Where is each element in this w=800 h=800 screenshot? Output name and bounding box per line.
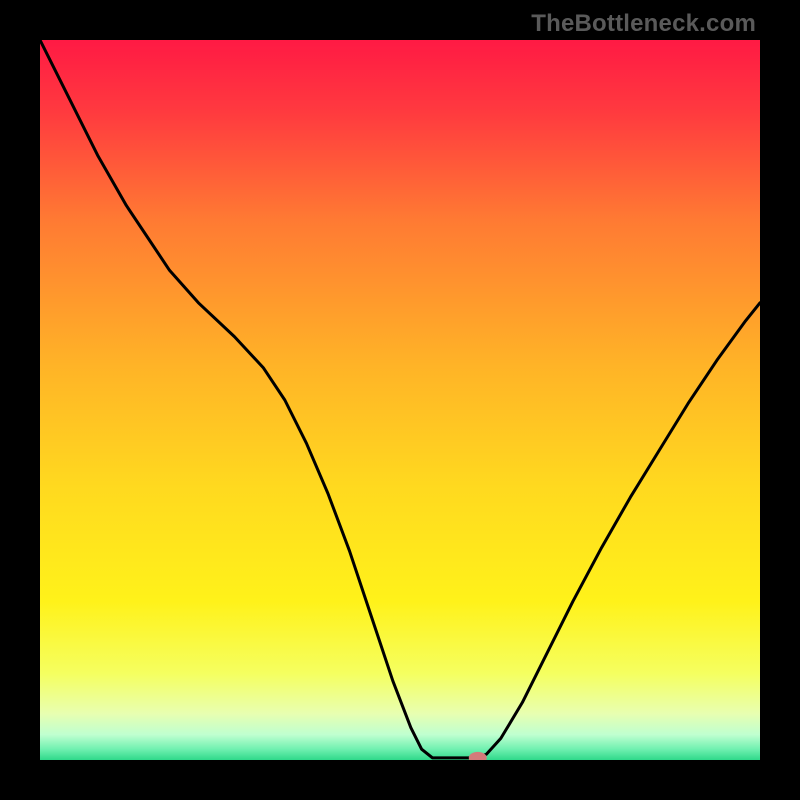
bottleneck-curve (40, 40, 760, 758)
optimal-marker (469, 752, 487, 760)
plot-area (40, 40, 760, 760)
watermark-text: TheBottleneck.com (531, 10, 756, 38)
curve-layer (40, 40, 760, 760)
